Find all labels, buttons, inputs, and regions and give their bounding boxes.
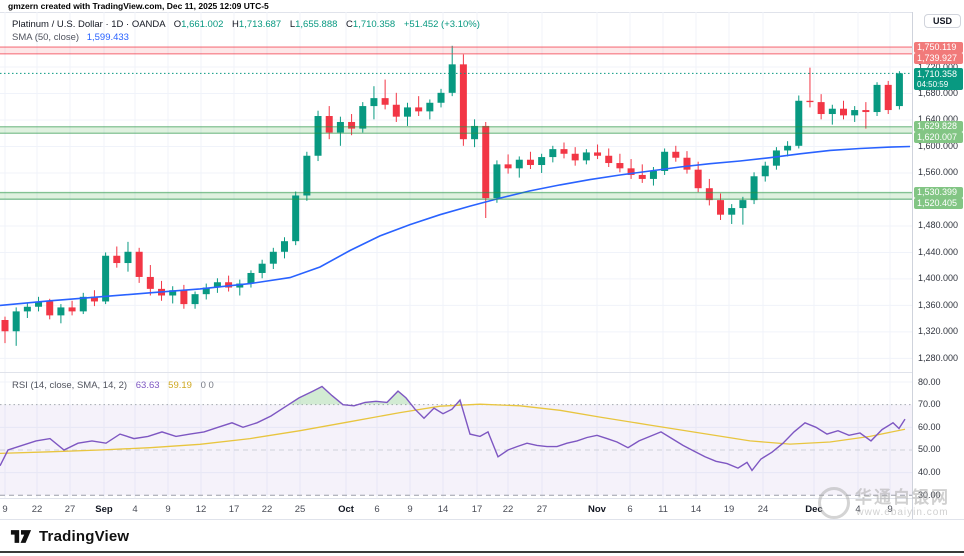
svg-text:14: 14 <box>691 504 702 515</box>
timeaxis-separator <box>0 498 964 499</box>
zone-price-label: 1,629.828 <box>914 121 963 133</box>
rsi-line <box>0 385 906 472</box>
price-axis-tick: 1,720.000 <box>918 61 959 72</box>
price-axis[interactable]: USD 1,720.000 1,680.000 1,640.000 1,600.000… <box>912 12 964 519</box>
rsi-axis-tick: 30.00 <box>918 489 941 500</box>
open-key: O <box>173 19 182 30</box>
time-axis-labels: 9 22 27 Sep 4 9 12 17 22 25 Oct 6 9 14 17 22 27 Nov 6 11 14 1… <box>2 504 892 515</box>
svg-text:4: 4 <box>855 504 860 515</box>
attribution-header: gmzern created with TradingView.com, Dec… <box>8 1 269 11</box>
svg-text:Nov: Nov <box>588 504 607 515</box>
svg-text:6: 6 <box>627 504 632 515</box>
chart-top-border <box>0 12 964 13</box>
price-axis-tick: 1,320.000 <box>918 326 959 337</box>
rsi-legend[interactable]: RSI (14, close, SMA, 14, 2) 63.63 59.19 … <box>12 380 214 391</box>
svg-text:24: 24 <box>758 504 769 515</box>
sr-zone-lines <box>0 46 912 200</box>
pane-separator[interactable] <box>0 372 964 373</box>
svg-text:22: 22 <box>262 504 273 515</box>
price-axis-tick: 1,280.000 <box>918 352 959 363</box>
tradingview-footer[interactable]: TradingView <box>10 527 129 546</box>
last-price-value: 1,710.358 <box>917 68 958 79</box>
low-key: L <box>289 19 296 30</box>
svg-text:17: 17 <box>229 504 240 515</box>
zone-price-label: 1,739.927 <box>914 52 963 64</box>
rsi-pane <box>0 385 912 496</box>
svg-text:Dec: Dec <box>805 504 822 515</box>
zone-price-label: 1,750.119 <box>914 41 963 53</box>
sma-value: 1,599.433 <box>86 32 129 43</box>
sma50-line <box>0 145 911 307</box>
chart-canvas[interactable]: 9 22 27 Sep 4 9 12 17 22 25 Oct 6 9 14 17 22 27 Nov 6 11 14 1… <box>0 12 912 519</box>
rsi-axis-tick: 70.00 <box>918 399 941 410</box>
zone-price-label: 1,520.405 <box>914 198 963 210</box>
svg-text:9: 9 <box>2 504 7 515</box>
price-axis-tick: 1,680.000 <box>918 87 959 98</box>
svg-text:11: 11 <box>658 504 668 515</box>
rsi-zero-values: 0 0 <box>200 380 214 391</box>
open-value: 1,661.002 <box>181 19 224 30</box>
svg-text:6: 6 <box>374 504 379 515</box>
svg-text:17: 17 <box>472 504 483 515</box>
rsi-label: RSI (14, close, SMA, 14, 2) <box>12 380 128 391</box>
price-axis-tick: 1,600.000 <box>918 140 959 151</box>
change-value: +51.452 (+3.10%) <box>403 19 480 30</box>
tradingview-logo-icon <box>10 530 32 543</box>
svg-text:9: 9 <box>887 504 892 515</box>
rsi-value: 63.63 <box>135 380 160 391</box>
svg-text:22: 22 <box>503 504 514 515</box>
svg-text:4: 4 <box>132 504 137 515</box>
rsi-ma-value: 59.19 <box>168 380 192 391</box>
close-key: C <box>346 19 353 30</box>
svg-text:Sep: Sep <box>95 504 113 515</box>
rsi-ma-line <box>0 403 906 455</box>
price-axis-tick: 1,480.000 <box>918 220 959 231</box>
svg-text:22: 22 <box>32 504 43 515</box>
low-value: 1,655.888 <box>295 19 338 30</box>
svg-text:9: 9 <box>165 504 170 515</box>
tradingview-brand-text: TradingView <box>39 528 130 545</box>
svg-text:Oct: Oct <box>338 504 355 515</box>
chart-bottom-border <box>0 519 964 520</box>
svg-text:19: 19 <box>724 504 735 515</box>
price-axis-tick: 1,360.000 <box>918 299 959 310</box>
bar-countdown: 04:50:59 <box>917 79 949 89</box>
price-axis-tick: 1,440.000 <box>918 246 959 257</box>
svg-text:14: 14 <box>438 504 449 515</box>
rsi-axis-tick: 60.00 <box>918 421 941 432</box>
svg-text:9: 9 <box>407 504 412 515</box>
high-value: 1,713.687 <box>238 19 282 30</box>
svg-text:25: 25 <box>295 504 306 515</box>
sma-label: SMA (50, close) <box>12 32 80 43</box>
svg-text:27: 27 <box>537 504 548 515</box>
sma-legend[interactable]: SMA (50, close) 1,599.433 <box>12 32 129 43</box>
sr-zone-fills <box>0 47 912 200</box>
svg-text:12: 12 <box>196 504 207 515</box>
currency-toggle-button[interactable]: USD <box>923 14 961 28</box>
last-price-label: 1,710.358 04:50:59 <box>914 67 963 90</box>
rsi-axis-tick: 40.00 <box>918 467 941 478</box>
zone-price-label: 1,530.399 <box>914 187 963 199</box>
svg-text:27: 27 <box>65 504 76 515</box>
symbol-title: Platinum / U.S. Dollar · 1D · OANDA <box>12 19 166 30</box>
grid-lines <box>0 12 912 499</box>
price-axis-tick: 1,640.000 <box>918 114 959 125</box>
symbol-legend[interactable]: Platinum / U.S. Dollar · 1D · OANDA O1,6… <box>12 19 480 30</box>
page-bottom-rule <box>0 551 964 553</box>
close-value: 1,710.358 <box>352 19 396 30</box>
price-axis-tick: 1,560.000 <box>918 167 959 178</box>
rsi-axis-tick: 80.00 <box>918 376 941 387</box>
rsi-axis-tick: 50.00 <box>918 444 941 455</box>
price-axis-tick: 1,400.000 <box>918 273 959 284</box>
high-key: H <box>232 19 239 30</box>
zone-price-label: 1,620.007 <box>914 132 963 144</box>
